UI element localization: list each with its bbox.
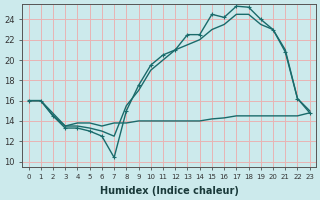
X-axis label: Humidex (Indice chaleur): Humidex (Indice chaleur) (100, 186, 239, 196)
